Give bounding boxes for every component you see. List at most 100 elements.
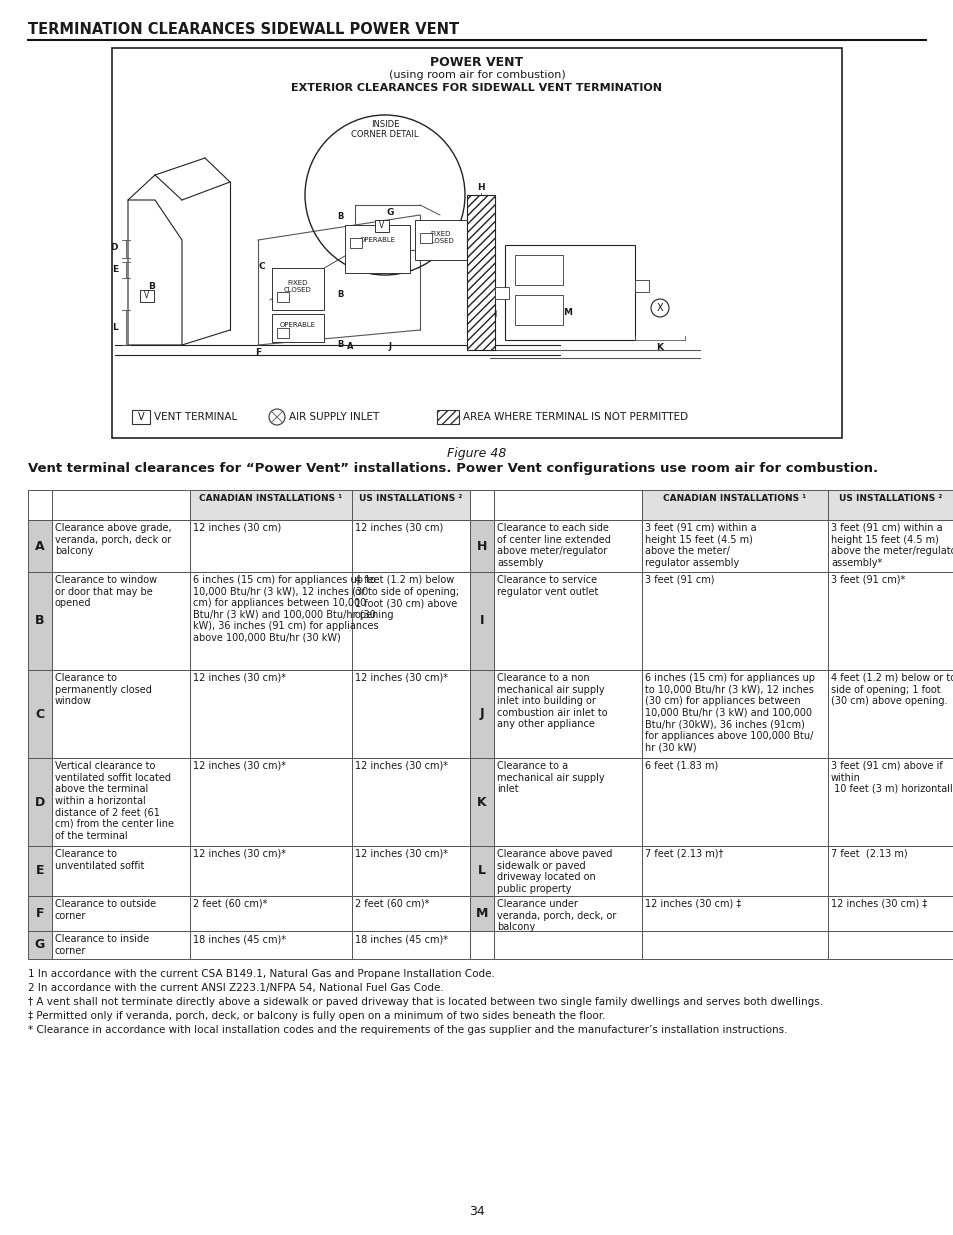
Text: 12 inches (30 cm)*: 12 inches (30 cm)* (355, 848, 448, 860)
Bar (495, 287, 509, 299)
Text: 3 feet (91 cm) within a
height 15 feet (4.5 m)
above the meter/regulator
assembl: 3 feet (91 cm) within a height 15 feet (… (830, 522, 953, 568)
Bar (28, 931, 52, 960)
Bar (494, 671, 641, 758)
Bar (470, 758, 494, 846)
Bar (494, 490, 641, 520)
Text: OPERABLE: OPERABLE (279, 322, 315, 329)
Text: 12 inches (30 cm)*: 12 inches (30 cm)* (193, 673, 286, 683)
Text: G: G (386, 207, 394, 217)
Bar (641, 520, 827, 572)
Bar (52, 671, 190, 758)
Bar (352, 897, 470, 931)
Text: X: X (656, 303, 662, 312)
Bar (190, 758, 352, 846)
Text: US INSTALLATIONS ²: US INSTALLATIONS ² (359, 494, 462, 503)
Text: 18 inches (45 cm)*: 18 inches (45 cm)* (193, 934, 286, 944)
Bar (28, 758, 52, 846)
Text: 12 inches (30 cm): 12 inches (30 cm) (355, 522, 443, 534)
Bar (827, 931, 953, 960)
Text: V: V (498, 289, 504, 298)
Bar (352, 758, 470, 846)
Text: 1 In accordance with the current CSA B149.1, Natural Gas and Propane Installatio: 1 In accordance with the current CSA B14… (28, 969, 495, 979)
Text: 2 feet (60 cm)*: 2 feet (60 cm)* (355, 899, 429, 909)
Text: M: M (476, 906, 488, 920)
Text: V: V (423, 236, 428, 241)
Text: B: B (336, 212, 343, 221)
Bar (467, 195, 495, 350)
Text: 3 feet (91 cm): 3 feet (91 cm) (644, 576, 714, 585)
Bar (494, 897, 641, 931)
Text: B: B (35, 615, 45, 627)
Bar (190, 572, 352, 671)
Bar (470, 671, 494, 758)
Bar (635, 280, 648, 291)
Text: 4 feet (1.2 m) below or to
side of opening; 1 foot
(30 cm) above opening.: 4 feet (1.2 m) below or to side of openi… (830, 673, 953, 706)
Bar (28, 846, 52, 897)
Bar (641, 572, 827, 671)
Text: 2 feet (60 cm)*: 2 feet (60 cm)* (193, 899, 267, 909)
Bar (52, 572, 190, 671)
Text: Clearance to
permanently closed
window: Clearance to permanently closed window (55, 673, 152, 706)
Text: M: M (563, 308, 572, 317)
Text: 12 inches (30 cm)*: 12 inches (30 cm)* (355, 761, 448, 771)
Bar (470, 572, 494, 671)
Bar (827, 671, 953, 758)
Bar (494, 572, 641, 671)
Bar (190, 897, 352, 931)
Text: 18 inches (45 cm)*: 18 inches (45 cm)* (355, 934, 448, 944)
Text: TERMINATION CLEARANCES SIDEWALL POWER VENT: TERMINATION CLEARANCES SIDEWALL POWER VE… (28, 22, 458, 37)
Text: AIR SUPPLY INLET: AIR SUPPLY INLET (289, 412, 379, 422)
Text: A: A (376, 241, 383, 249)
Bar (641, 931, 827, 960)
Text: † A vent shall not terminate directly above a sidewalk or paved driveway that is: † A vent shall not terminate directly ab… (28, 997, 822, 1007)
Bar (345, 225, 410, 273)
Bar (52, 846, 190, 897)
Text: EXTERIOR CLEARANCES FOR SIDEWALL VENT TERMINATION: EXTERIOR CLEARANCES FOR SIDEWALL VENT TE… (292, 83, 661, 93)
Text: B: B (149, 282, 155, 291)
Text: US INSTALLATIONS ²: US INSTALLATIONS ² (839, 494, 942, 503)
Bar (190, 490, 352, 520)
Bar (352, 931, 470, 960)
Text: 6 inches (15 cm) for appliances up to
10,000 Btu/hr (3 kW), 12 inches (30
cm) fo: 6 inches (15 cm) for appliances up to 10… (193, 576, 378, 643)
Text: FIXED
CLOSED: FIXED CLOSED (284, 280, 312, 293)
Text: 3 feet (91 cm) within a
height 15 feet (4.5 m)
above the meter/
regulator assemb: 3 feet (91 cm) within a height 15 feet (… (644, 522, 756, 568)
Text: F: F (35, 906, 44, 920)
Bar (827, 520, 953, 572)
Text: 3 feet (91 cm) above if
within
 10 feet (3 m) horizontally: 3 feet (91 cm) above if within 10 feet (… (830, 761, 953, 794)
Text: 12 inches (30 cm)*: 12 inches (30 cm)* (193, 848, 286, 860)
Bar (641, 671, 827, 758)
Text: V: V (280, 294, 285, 300)
Text: L: L (112, 322, 118, 331)
Bar (827, 897, 953, 931)
Bar (494, 931, 641, 960)
Text: 4 feet (1.2 m) below
or to side of opening;
1 foot (30 cm) above
opening: 4 feet (1.2 m) below or to side of openi… (355, 576, 458, 620)
Text: C: C (35, 708, 45, 720)
Text: L: L (477, 864, 485, 878)
Bar (132, 410, 150, 424)
Bar (276, 329, 289, 338)
Bar (470, 490, 494, 520)
Bar (470, 520, 494, 572)
Text: Clearance to outside
corner: Clearance to outside corner (55, 899, 156, 920)
Text: V: V (379, 221, 384, 231)
Bar (827, 846, 953, 897)
Bar (350, 238, 361, 248)
Bar (352, 520, 470, 572)
Text: 12 inches (30 cm)*: 12 inches (30 cm)* (193, 761, 286, 771)
Text: Clearance under
veranda, porch, deck, or
balcony: Clearance under veranda, porch, deck, or… (497, 899, 616, 932)
Bar (515, 254, 562, 285)
Text: Clearance to each side
of center line extended
above meter/regulator
assembly: Clearance to each side of center line ex… (497, 522, 610, 568)
Bar (28, 490, 52, 520)
Text: E: E (112, 266, 118, 274)
Text: 6 inches (15 cm) for appliances up
to 10,000 Btu/hr (3 kW), 12 inches
(30 cm) fo: 6 inches (15 cm) for appliances up to 10… (644, 673, 814, 752)
Text: K: K (656, 343, 662, 352)
Bar (52, 520, 190, 572)
Bar (494, 758, 641, 846)
Bar (494, 520, 641, 572)
Text: Clearance to a
mechanical air supply
inlet: Clearance to a mechanical air supply inl… (497, 761, 604, 794)
Text: 12 inches (30 cm)*: 12 inches (30 cm)* (355, 673, 448, 683)
Text: K: K (476, 795, 486, 809)
Text: H: H (476, 540, 487, 552)
Text: V: V (639, 282, 644, 290)
Text: Clearance above paved
sidewalk or paved
driveway located on
public property: Clearance above paved sidewalk or paved … (497, 848, 612, 894)
